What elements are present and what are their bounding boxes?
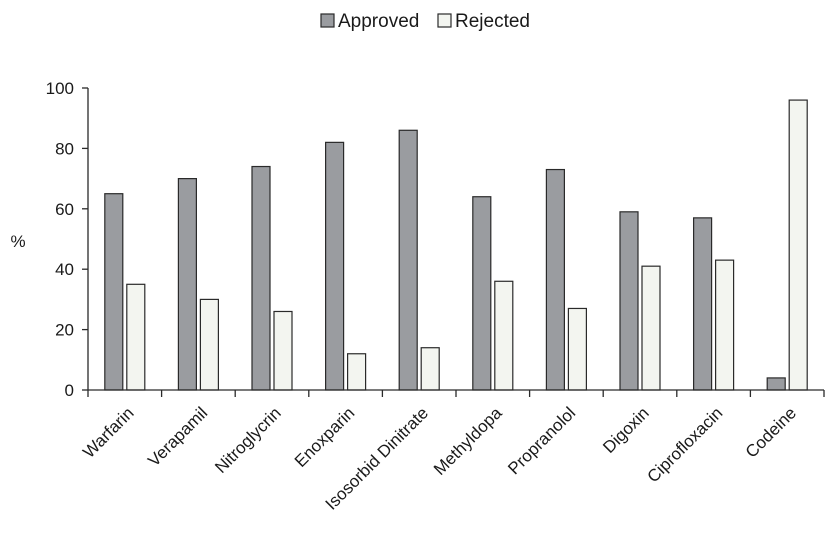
x-tick-label-nitroglycrin: Nitroglycrin: [211, 403, 285, 477]
bar-approved-digoxin: [619, 211, 639, 391]
x-axis: Warfarin Verapamil Nitroglycrin EnoxparinIs…: [79, 389, 825, 514]
x-tick-label-methyldopa: Methyldopa: [430, 403, 506, 479]
bar-rejected-codeine: [788, 99, 808, 391]
bars: [104, 99, 808, 391]
bar-rejected-verapamil: [199, 298, 219, 391]
bar-approved-warfarin: [104, 193, 124, 391]
bar-rejected-digoxin: [641, 265, 661, 391]
y-tick-label: 40: [55, 260, 74, 279]
legend: Approved Rejected: [320, 11, 530, 32]
bar-approved-propranolol: [545, 168, 566, 391]
bar-rejected-methyldopa: [494, 280, 514, 391]
x-tick-label-verapamil: Verapamil: [144, 403, 211, 470]
bar-approved-methyldopa: [472, 196, 492, 391]
bar-approved-codeine: [766, 377, 786, 391]
bar-rejected-warfarin: [126, 283, 146, 391]
legend-label-approved: Approved: [338, 11, 419, 32]
x-tick-label-digoxin: Digoxin: [599, 403, 653, 457]
legend-swatch-rejected: [437, 13, 452, 28]
bar-approved-enoxparin: [325, 141, 345, 391]
x-tick-label-ciprofloxacin: Ciprofloxacin: [644, 403, 727, 486]
y-tick-label: 60: [55, 200, 74, 219]
legend-label-rejected: Rejected: [455, 11, 530, 32]
y-axis-label: %: [10, 232, 25, 251]
x-tick-label-codeine: Codeine: [742, 403, 800, 461]
legend-swatch-approved: [320, 13, 335, 28]
x-tick-label-enoxparin: Enoxparin: [291, 403, 359, 471]
bar-rejected-propranolol: [567, 307, 588, 391]
x-tick-label-warfarin: Warfarin: [79, 403, 137, 461]
y-tick-label: 80: [55, 139, 74, 158]
bar-rejected-ciprofloxacin: [714, 259, 735, 391]
y-tick-label: 20: [55, 321, 74, 340]
bar-approved-nitroglycrin: [251, 165, 271, 391]
y-axis: 0 20 40 60 80 100: [46, 79, 89, 400]
bar-approved-isosorbid-dinitrate: [398, 129, 418, 391]
bar-rejected-enoxparin: [347, 353, 367, 391]
x-tick-label-propranolol: Propranolol: [504, 403, 579, 478]
y-tick-label: 100: [46, 79, 74, 98]
bar-rejected-isosorbid-dinitrate: [420, 347, 440, 391]
bar-rejected-nitroglycrin: [273, 310, 293, 391]
bar-approved-ciprofloxacin: [692, 217, 713, 391]
bar-approved-verapamil: [177, 178, 197, 391]
y-tick-label: 0: [65, 381, 74, 400]
